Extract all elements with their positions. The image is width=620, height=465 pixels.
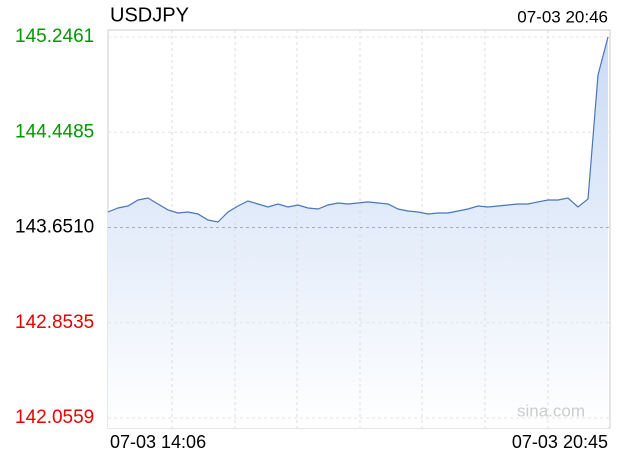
vertical-grid xyxy=(171,30,549,428)
y-tick-label: 142.0559 xyxy=(15,407,94,428)
watermark: sina.com xyxy=(517,401,585,420)
area-fill xyxy=(108,37,608,428)
price-line xyxy=(107,36,609,223)
y-tick-label: 145.2461 xyxy=(15,26,94,47)
chart-title: USDJPY xyxy=(110,4,189,26)
y-tick-label: 144.4485 xyxy=(15,121,94,142)
y-tick-label: 142.8535 xyxy=(15,312,94,333)
x-tick-label: 07-03 14:06 xyxy=(110,432,206,452)
timestamp: 07-03 20:46 xyxy=(517,7,608,26)
y-tick-label: 143.6510 xyxy=(15,217,94,238)
x-tick-label: 07-03 20:45 xyxy=(512,432,608,452)
